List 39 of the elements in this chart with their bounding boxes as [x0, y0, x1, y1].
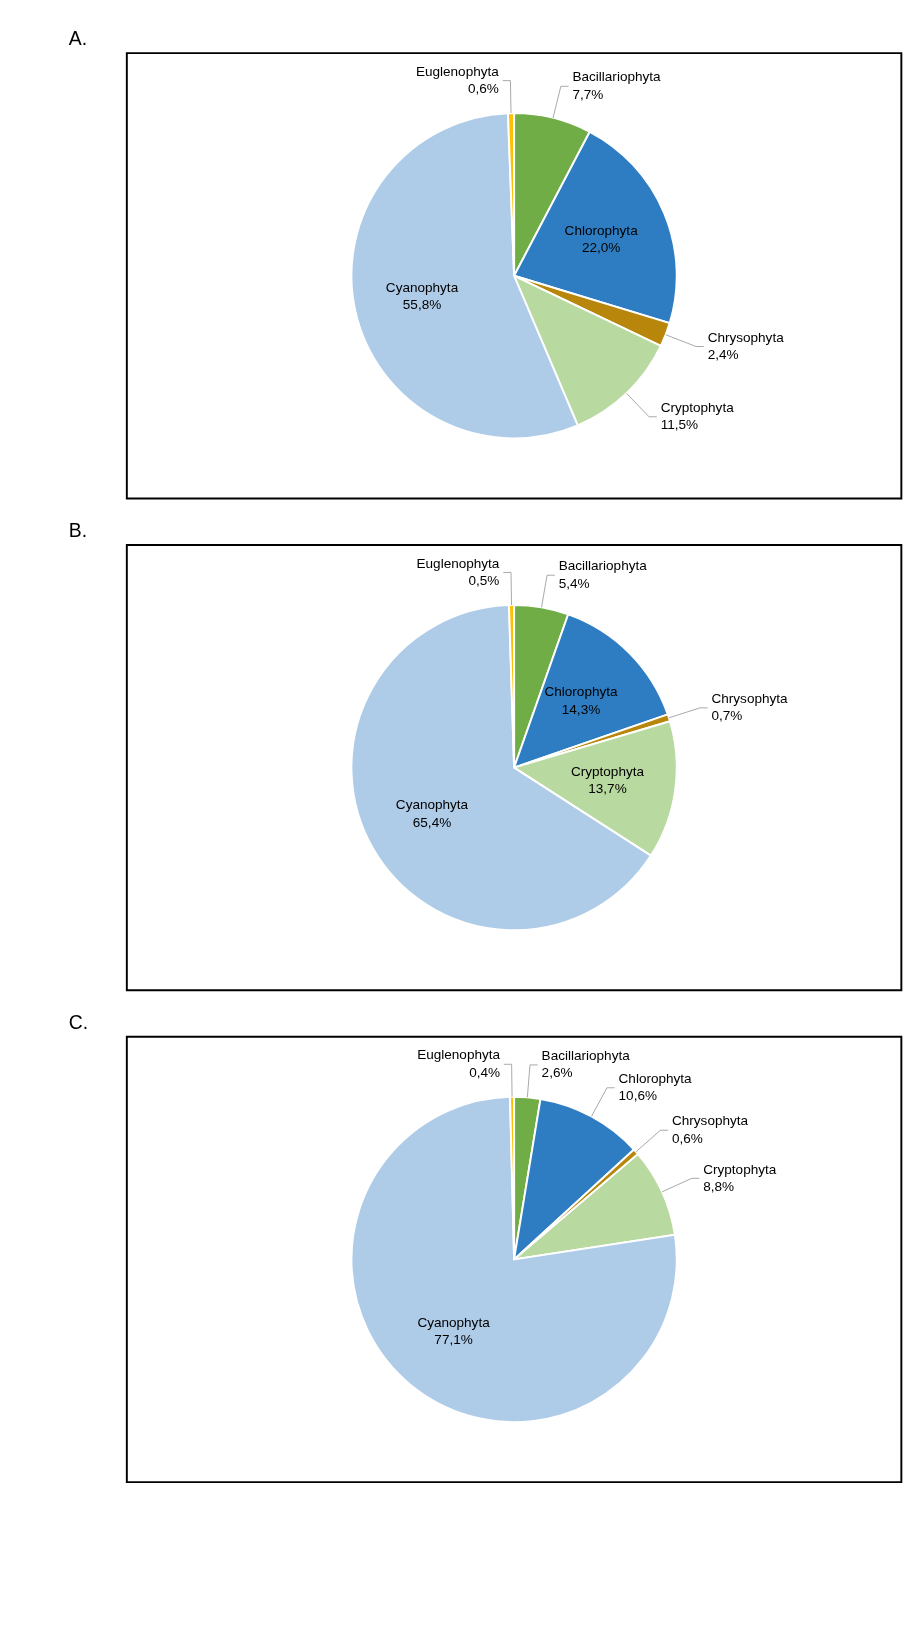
- slice-label: Cyanophyta: [395, 797, 469, 813]
- slice-label: Cryptophyta: [660, 399, 735, 415]
- text: A.: [68, 27, 88, 50]
- slice-label: Cyanophyta: [385, 279, 459, 295]
- data-label: 11,5%: [660, 417, 699, 433]
- data-label: 7,7%: [572, 86, 604, 102]
- text: C.: [68, 1011, 89, 1034]
- text: B.: [68, 519, 88, 542]
- data-label: 2,4%: [707, 347, 739, 363]
- data-label: 0,7%: [711, 708, 743, 724]
- data-label: 8,8%: [703, 1178, 735, 1194]
- slice-label: Cryptophyta: [570, 764, 645, 780]
- data-label: 13,7%: [588, 781, 627, 797]
- slice-label: Chlorophyta: [544, 684, 618, 700]
- slice-label: Cryptophyta: [703, 1161, 777, 1177]
- data-label: 0,6%: [672, 1130, 703, 1146]
- data-label: 0,5%: [468, 573, 500, 589]
- slice-label: Bacillariophyta: [572, 69, 662, 85]
- data-label: 5,4%: [558, 575, 590, 591]
- slice-label: Euglenophyta: [417, 1047, 501, 1063]
- slice-label: Euglenophyta: [416, 555, 500, 571]
- data-label: 65,4%: [412, 814, 452, 830]
- slice-label: Bacillariophyta: [541, 1048, 631, 1064]
- data-label: 0,4%: [469, 1064, 501, 1080]
- slice-label: Chrysophyta: [711, 691, 789, 707]
- slice-label: Chrysophyta: [707, 329, 785, 345]
- data-label: 77,1%: [434, 1332, 473, 1348]
- slice-label: Bacillariophyta: [558, 558, 648, 574]
- data-label: 10,6%: [618, 1088, 657, 1104]
- data-label: 55,8%: [402, 296, 442, 312]
- data-label: 22,0%: [581, 240, 621, 256]
- slice-label: Euglenophyta: [415, 63, 500, 79]
- slice-label: Chlorophyta: [618, 1070, 693, 1086]
- data-label: 0,6%: [467, 81, 499, 97]
- slice-label: Chlorophyta: [564, 222, 639, 238]
- data-label: 14,3%: [561, 701, 601, 717]
- slice-label: Chrysophyta: [672, 1113, 749, 1129]
- data-label: 2,6%: [541, 1065, 573, 1081]
- slice-label: Cyanophyta: [417, 1314, 491, 1330]
